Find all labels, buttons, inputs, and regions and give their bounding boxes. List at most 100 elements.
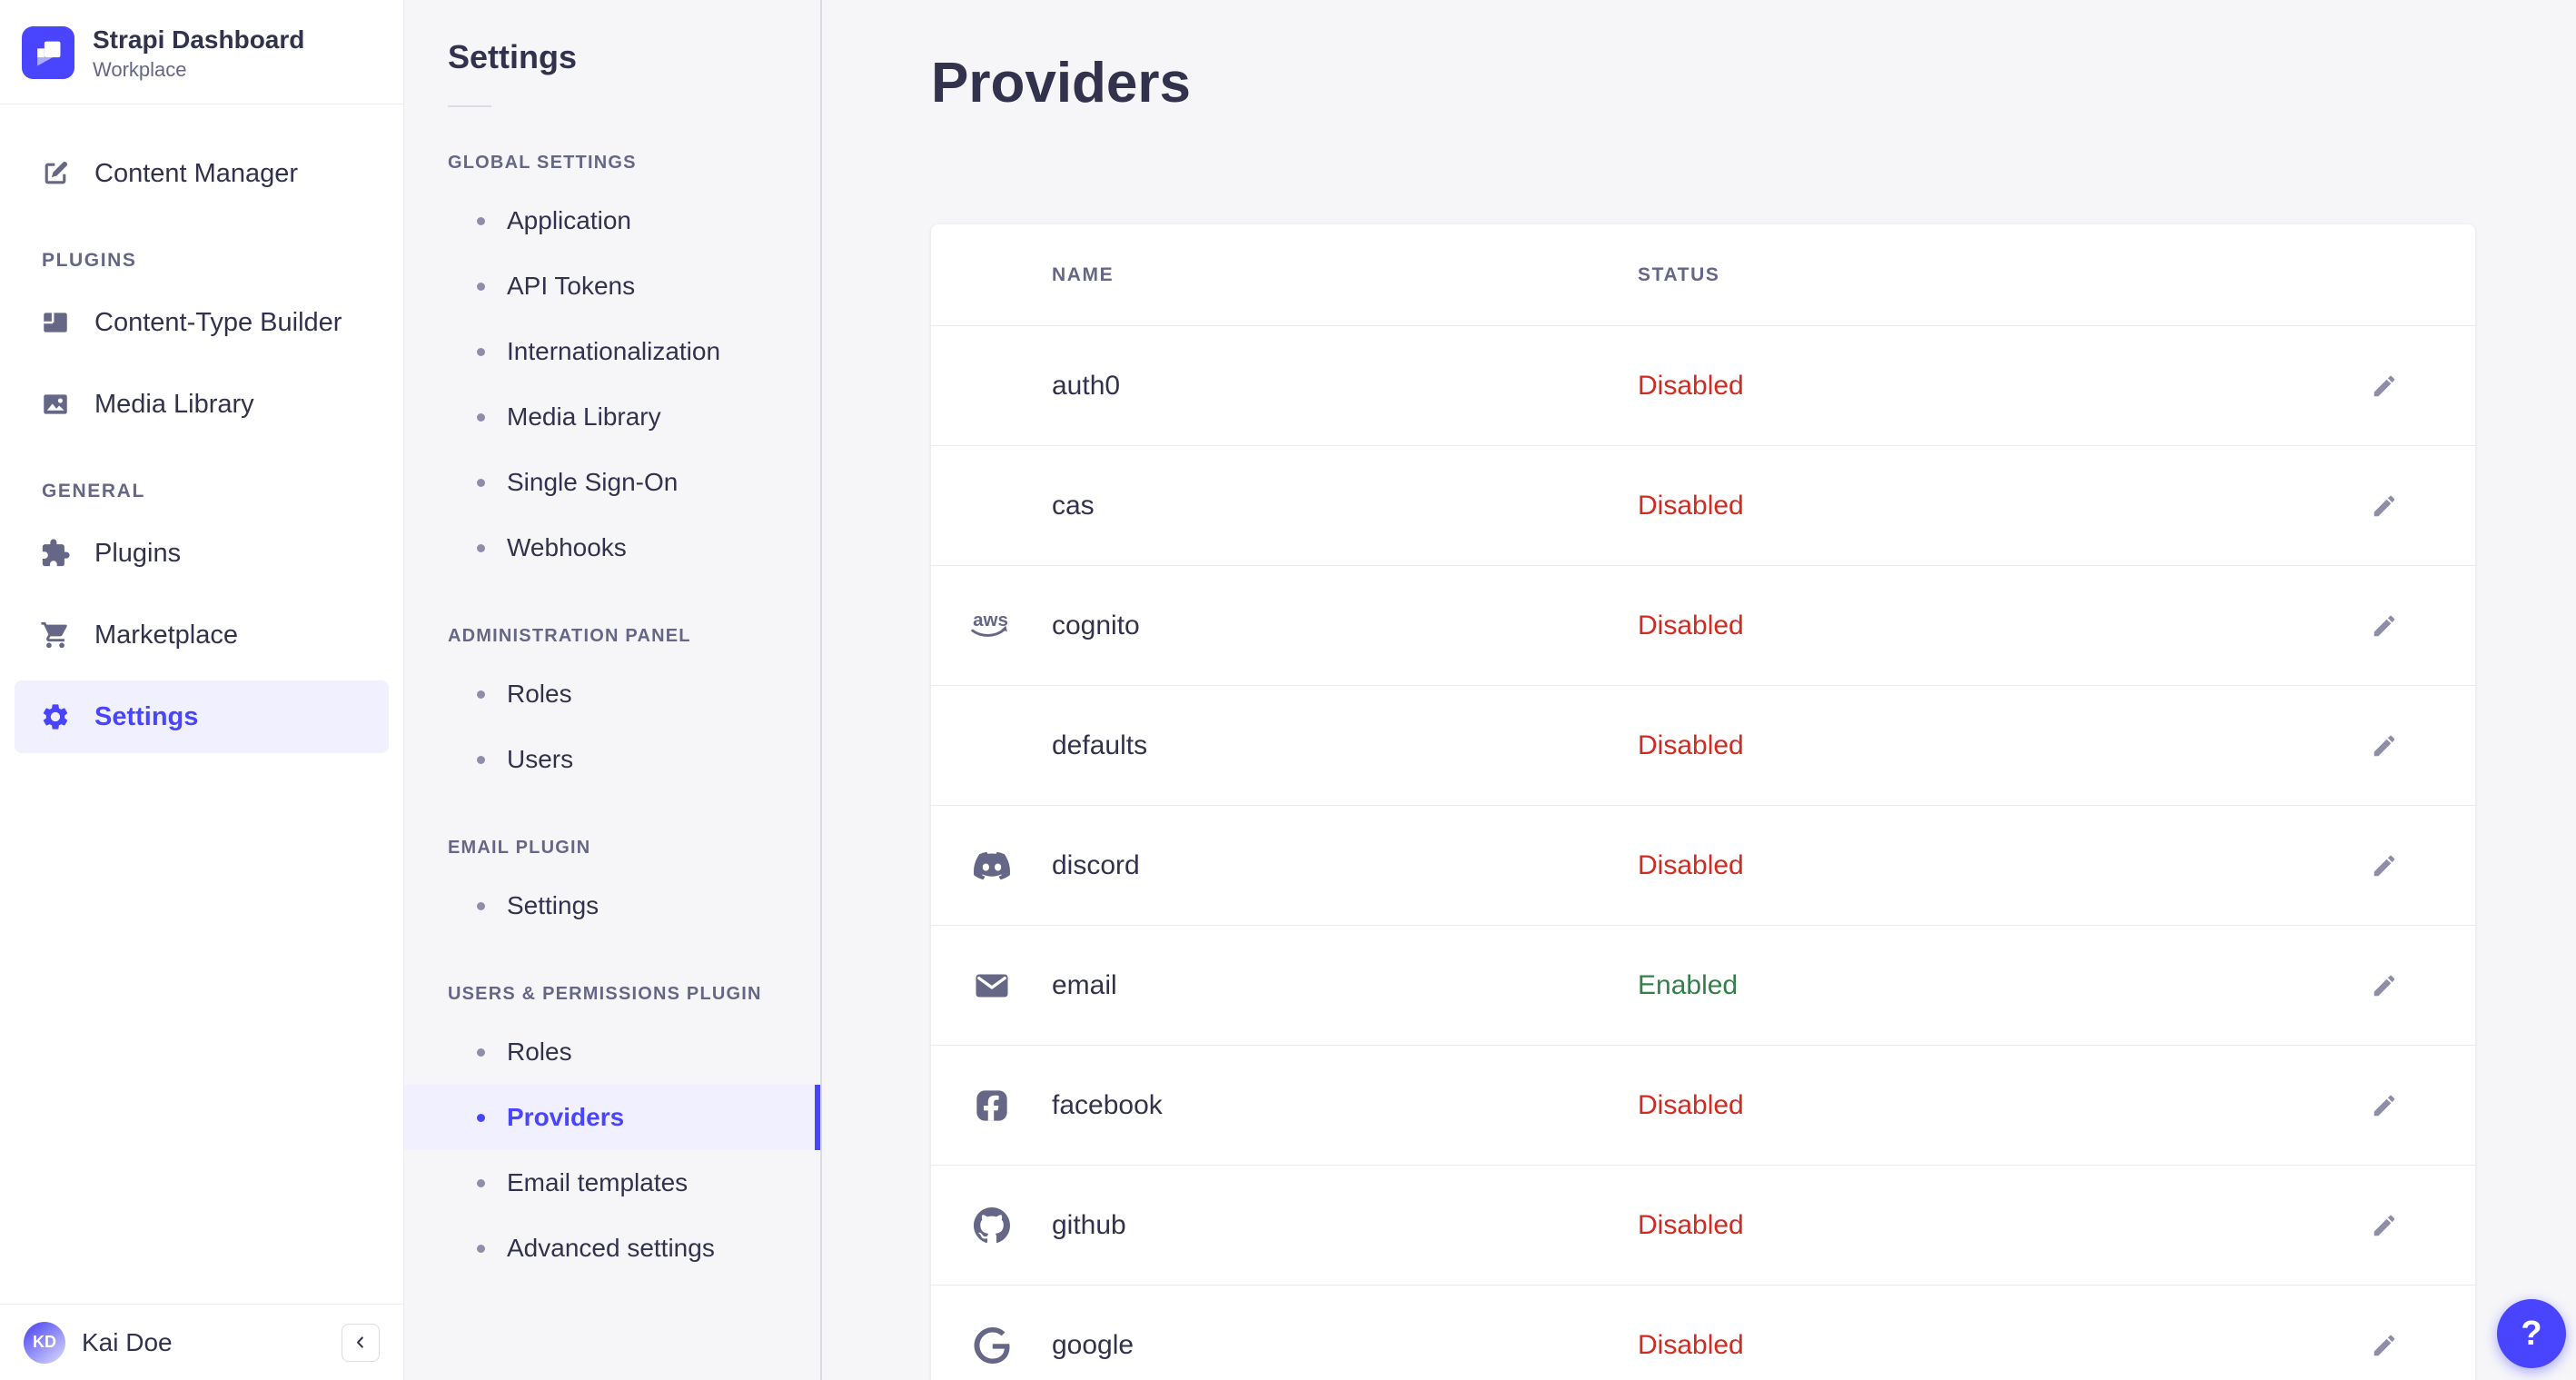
provider-icon-cell — [931, 1087, 1052, 1124]
edit-provider-button[interactable] — [2362, 1083, 2407, 1128]
provider-status: Enabled — [1638, 969, 1739, 1000]
provider-status: Disabled — [1638, 370, 1744, 401]
edit-provider-button[interactable] — [2362, 483, 2407, 529]
subnav-item-advanced-settings[interactable]: Advanced settings — [404, 1216, 820, 1281]
pencil-icon — [2371, 1212, 2398, 1239]
puzzle-icon — [40, 538, 71, 569]
provider-icon-cell — [931, 606, 1052, 646]
sidebar-item-label: Content Manager — [94, 158, 299, 188]
help-button[interactable]: ? — [2497, 1299, 2566, 1368]
subnav-item-webhooks[interactable]: Webhooks — [404, 515, 820, 581]
collapse-sidebar-button[interactable] — [342, 1323, 380, 1362]
table-row-facebook[interactable]: facebook Disabled — [931, 1046, 2475, 1167]
pencil-icon — [2371, 372, 2398, 400]
sidebar-item-marketplace[interactable]: Marketplace — [15, 599, 389, 671]
subnav-item-roles[interactable]: Roles — [404, 1019, 820, 1085]
pencil-icon — [2371, 1332, 2398, 1359]
provider-name: cas — [1052, 490, 1095, 521]
avatar[interactable]: KD — [24, 1321, 65, 1364]
sidebar: Strapi Dashboard Workplace Content Manag… — [0, 0, 404, 1380]
table-row-auth0[interactable]: auth0 Disabled — [931, 326, 2475, 447]
table-row-discord[interactable]: discord Disabled — [931, 806, 2475, 927]
subnav-item-email-templates[interactable]: Email templates — [404, 1150, 820, 1216]
edit-provider-button[interactable] — [2362, 963, 2407, 1008]
subnav-sections: GLOBAL SETTINGS Application API Tokens I… — [404, 153, 820, 1281]
workspace-title: Strapi Dashboard — [93, 25, 305, 54]
provider-name: discord — [1052, 849, 1140, 880]
edit-provider-button[interactable] — [2362, 723, 2407, 769]
edit-provider-button[interactable] — [2362, 1203, 2407, 1248]
subnav-divider — [448, 105, 491, 107]
subnav-item-api-tokens[interactable]: API Tokens — [404, 253, 820, 319]
subnav-item-media-library[interactable]: Media Library — [404, 384, 820, 450]
provider-status: Disabled — [1638, 1329, 1744, 1360]
provider-icon-cell — [931, 968, 1052, 1004]
table-body: auth0 Disabled cas Disabled cognito Disa… — [931, 326, 2475, 1380]
provider-status: Disabled — [1638, 730, 1744, 760]
subnav-item-label: Roles — [507, 1037, 572, 1066]
provider-status: Disabled — [1638, 610, 1744, 640]
workspace-subtitle: Workplace — [93, 58, 187, 81]
provider-icon-cell — [931, 1207, 1052, 1244]
table-row-github[interactable]: github Disabled — [931, 1166, 2475, 1286]
table-row-defaults[interactable]: defaults Disabled — [931, 686, 2475, 807]
provider-status: Disabled — [1638, 1209, 1744, 1240]
provider-name: facebook — [1052, 1089, 1163, 1120]
subnav-item-single-sign-on[interactable]: Single Sign-On — [404, 450, 820, 515]
subnav-item-label: Media Library — [507, 402, 661, 431]
sidebar-item-label: Content-Type Builder — [94, 307, 342, 337]
pen-icon — [40, 158, 71, 189]
settings-subnav: Settings GLOBAL SETTINGS Application API… — [404, 0, 822, 1380]
provider-name: cognito — [1052, 610, 1140, 640]
provider-name: github — [1052, 1209, 1126, 1240]
subnav-item-label: Single Sign-On — [507, 468, 679, 496]
google-icon — [974, 1327, 1010, 1364]
cart-icon — [40, 620, 71, 650]
pencil-icon — [2371, 852, 2398, 879]
subnav-item-label: Application — [507, 206, 631, 234]
subnav-title: Settings — [448, 38, 578, 75]
sidebar-item-media-library[interactable]: Media Library — [15, 368, 389, 441]
table-row-cas[interactable]: cas Disabled — [931, 446, 2475, 567]
providers-table: NAME STATUS auth0 Disabled cas Disabled … — [931, 224, 2475, 1380]
subnav-item-label: Settings — [507, 891, 599, 919]
subnav-item-label: API Tokens — [507, 272, 636, 300]
user-name: Kai Doe — [82, 1327, 173, 1356]
sidebar-item-label: Settings — [94, 701, 199, 731]
provider-status: Disabled — [1638, 1089, 1744, 1120]
main-content: Providers NAME STATUS auth0 Disabled cas… — [822, 0, 2576, 1380]
table-row-google[interactable]: google Disabled — [931, 1286, 2475, 1380]
image-icon — [40, 389, 71, 420]
table-row-email[interactable]: email Enabled — [931, 926, 2475, 1047]
subnav-item-users[interactable]: Users — [404, 727, 820, 792]
edit-provider-button[interactable] — [2362, 1323, 2407, 1368]
edit-provider-button[interactable] — [2362, 843, 2407, 889]
subnav-item-internationalization[interactable]: Internationalization — [404, 319, 820, 384]
edit-provider-button[interactable] — [2362, 603, 2407, 649]
provider-status: Disabled — [1638, 849, 1744, 880]
sidebar-item-plugins[interactable]: Plugins — [15, 517, 389, 590]
provider-icon-cell — [931, 1327, 1052, 1364]
chevron-left-icon — [351, 1333, 371, 1353]
sidebar-footer: KD Kai Doe — [0, 1304, 403, 1380]
subnav-item-roles[interactable]: Roles — [404, 661, 820, 727]
sidebar-item-settings[interactable]: Settings — [15, 680, 389, 753]
subnav-item-label: Email templates — [507, 1168, 689, 1196]
workspace-switcher[interactable]: Strapi Dashboard Workplace — [0, 0, 403, 104]
sidebar-item-content-manager[interactable]: Content Manager — [15, 137, 389, 210]
sidebar-item-content-type-builder[interactable]: Content-Type Builder — [15, 286, 389, 359]
subnav-item-label: Providers — [507, 1103, 625, 1131]
subnav-item-providers[interactable]: Providers — [404, 1085, 820, 1150]
column-header-name: NAME — [1052, 263, 1115, 285]
sidebar-section-label: GENERAL — [42, 481, 145, 501]
column-header-status: STATUS — [1638, 263, 1720, 285]
pencil-icon — [2371, 732, 2398, 759]
subnav-item-settings[interactable]: Settings — [404, 873, 820, 938]
edit-provider-button[interactable] — [2362, 363, 2407, 409]
page-title: Providers — [931, 52, 1192, 114]
provider-status: Disabled — [1638, 490, 1744, 521]
subnav-item-application[interactable]: Application — [404, 188, 820, 253]
table-row-cognito[interactable]: cognito Disabled — [931, 566, 2475, 687]
subnav-section-label: ADMINISTRATION PANEL — [448, 626, 691, 646]
